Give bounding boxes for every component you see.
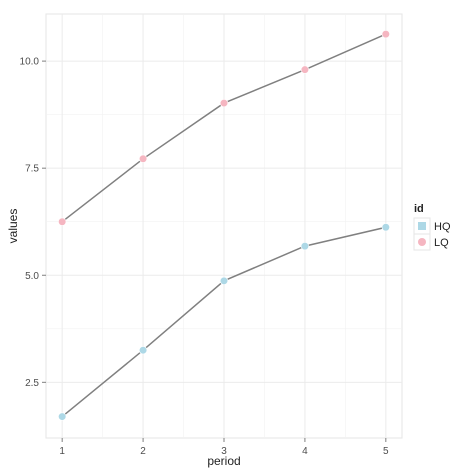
grid [46,14,402,438]
data-point-lq [381,30,390,39]
legend-label-lq: LQ [434,237,449,249]
x-axis-title: period [207,454,240,468]
legend-label-hq: HQ [434,221,451,233]
y-axis-title: values [6,209,20,244]
x-tick-label: 1 [59,446,65,457]
y-tick-label: 5.0 [25,271,39,282]
legend: id HQ LQ [413,203,451,251]
x-tick-label: 5 [383,446,389,457]
data-point-lq [138,154,148,163]
data-point-hq [381,223,390,232]
y-tick-label: 2.5 [25,378,39,389]
data-point-hq [300,242,310,251]
y-tick-label: 10.0 [20,57,40,68]
data-point-lq [219,98,229,108]
series-points [58,30,390,421]
y-axis-ticks: 2.5 5.0 7.5 10.0 [20,57,46,389]
data-point-hq [58,412,67,421]
data-point-lq [300,65,310,74]
legend-swatch-hq [418,222,426,230]
x-tick-label: 3 [221,446,227,457]
data-point-lq [58,217,67,226]
x-axis-ticks: 1 2 3 4 5 [59,438,389,457]
y-tick-label: 7.5 [25,164,39,175]
x-tick-label: 2 [140,446,146,457]
legend-swatch-lq [418,238,426,246]
legend-title: id [414,203,424,215]
x-tick-label: 4 [302,446,308,457]
data-point-hq [138,346,148,355]
data-point-hq [219,276,229,285]
